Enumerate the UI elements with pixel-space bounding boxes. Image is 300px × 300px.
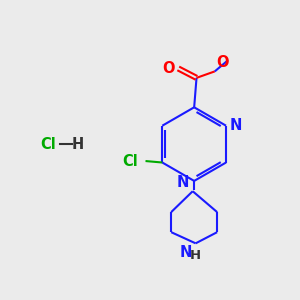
Text: N: N <box>177 175 189 190</box>
Text: N: N <box>180 245 192 260</box>
Text: Cl: Cl <box>122 154 138 169</box>
Text: Cl: Cl <box>40 136 56 152</box>
Text: O: O <box>216 55 229 70</box>
Text: O: O <box>162 61 175 76</box>
Text: H: H <box>72 136 84 152</box>
Text: N: N <box>230 118 242 133</box>
Text: H: H <box>190 249 201 262</box>
